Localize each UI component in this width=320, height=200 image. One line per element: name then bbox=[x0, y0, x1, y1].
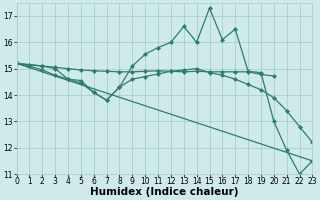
X-axis label: Humidex (Indice chaleur): Humidex (Indice chaleur) bbox=[90, 187, 239, 197]
